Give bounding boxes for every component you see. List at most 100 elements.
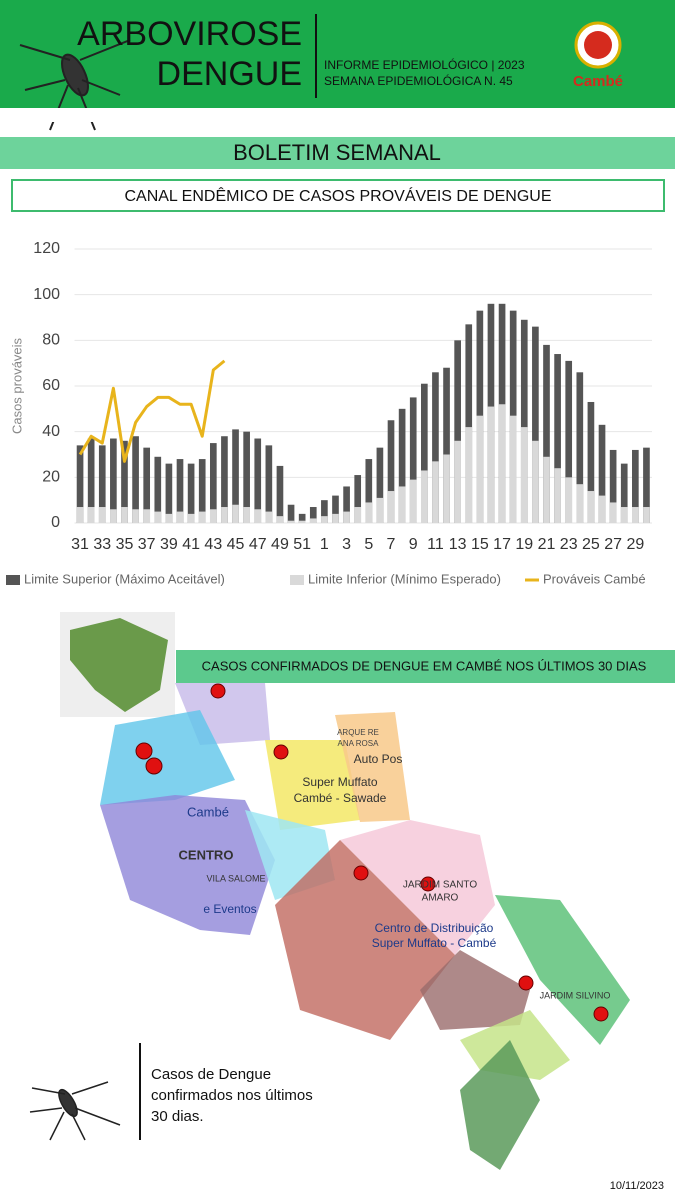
map-label: JARDIM SANTO: [403, 880, 477, 891]
bar: [543, 456, 550, 523]
x-tick-label: 15: [471, 536, 489, 553]
bar: [176, 459, 184, 523]
bar: [132, 436, 139, 523]
bar: [309, 507, 317, 523]
x-tick-label: 31: [71, 536, 89, 553]
bar: [343, 511, 350, 523]
bar: [421, 383, 428, 523]
x-tick-label: 27: [604, 536, 622, 553]
bar: [121, 507, 128, 523]
bar: [98, 445, 106, 523]
x-tick-label: 7: [387, 536, 396, 553]
x-tick-label: 21: [538, 536, 556, 553]
bar: [254, 438, 262, 523]
bar: [110, 509, 117, 523]
bar: [165, 513, 173, 523]
district: [100, 795, 275, 935]
bar: [443, 367, 450, 523]
section-band: [0, 137, 675, 169]
x-tick-label: 23: [560, 536, 578, 553]
bar: [509, 415, 517, 523]
x-tick-label: 39: [160, 536, 178, 553]
map-label: Cambé - Sawade: [294, 791, 387, 805]
bar: [532, 440, 539, 523]
section-title: BOLETIM SEMANAL: [233, 140, 441, 165]
title: ARBOVIROSE: [77, 15, 302, 53]
bar: [554, 354, 561, 523]
x-tick-label: 17: [493, 536, 511, 553]
mosquito-icon: [19, 39, 131, 131]
district: [100, 710, 235, 805]
district: [265, 740, 360, 830]
bar: [554, 468, 561, 523]
bar: [498, 404, 506, 523]
bar: [587, 401, 595, 523]
bar: [398, 486, 406, 523]
brazil-shape: [70, 618, 168, 712]
bar: [209, 443, 217, 523]
bar: [121, 440, 128, 523]
district: [495, 895, 630, 1045]
map-label: Super Muffato: [302, 775, 377, 789]
x-tick-label: 5: [364, 536, 373, 553]
map-label: VILA SALOME: [206, 873, 265, 883]
bar: [609, 502, 617, 523]
map-label: Cambé: [187, 804, 229, 819]
map-label: ARQUE RE: [337, 728, 379, 737]
y-tick-label: 40: [42, 423, 60, 440]
bar: [520, 427, 528, 523]
bar: [520, 319, 528, 523]
x-tick-label: 43: [204, 536, 222, 553]
bar: [620, 463, 628, 523]
bar: [632, 449, 639, 523]
bar: [454, 440, 461, 523]
district: [340, 820, 495, 955]
bar: [643, 507, 650, 523]
bar: [432, 372, 439, 523]
bar: [576, 484, 584, 523]
bar: [598, 424, 606, 523]
district: [460, 1040, 540, 1170]
bar: [354, 475, 362, 523]
caption: confirmados nos últimos: [151, 1087, 313, 1104]
x-tick-label: 25: [582, 536, 600, 553]
map-label: AMARO: [422, 893, 459, 904]
bar: [221, 507, 228, 523]
bar: [421, 470, 428, 523]
bar: [309, 518, 317, 523]
bar: [176, 511, 184, 523]
header-band: [0, 0, 675, 108]
bar: [354, 507, 362, 523]
district: [420, 950, 530, 1030]
bar: [321, 516, 328, 523]
line: [78, 359, 226, 463]
bar: [387, 420, 395, 523]
bar: [198, 511, 206, 523]
bar: [321, 500, 328, 523]
bar: [287, 504, 295, 523]
legend-swatch: [6, 575, 20, 585]
y-tick-label: 60: [42, 377, 60, 394]
x-tick-label: 29: [626, 536, 644, 553]
x-tick-label: 47: [249, 536, 267, 553]
chart-title-box: [11, 179, 665, 212]
x-tick-label: 13: [449, 536, 467, 553]
bar: [432, 461, 439, 523]
bar: [243, 507, 250, 523]
mosquito-icon: [29, 1081, 121, 1141]
bar: [487, 406, 495, 523]
legend-label: Limite Inferior (Mínimo Esperado): [308, 571, 501, 586]
legend-swatch: [290, 575, 304, 585]
x-tick-label: 3: [342, 536, 351, 553]
bar: [98, 507, 106, 523]
bar: [165, 463, 173, 523]
bar: [265, 445, 273, 523]
legend-label: Limite Superior (Máximo Aceitável): [24, 571, 225, 586]
y-tick-label: 20: [42, 469, 60, 486]
y-tick-label: 100: [33, 286, 60, 303]
bar: [409, 479, 417, 523]
bar: [209, 509, 217, 523]
bar: [365, 502, 373, 523]
bar: [87, 438, 95, 523]
